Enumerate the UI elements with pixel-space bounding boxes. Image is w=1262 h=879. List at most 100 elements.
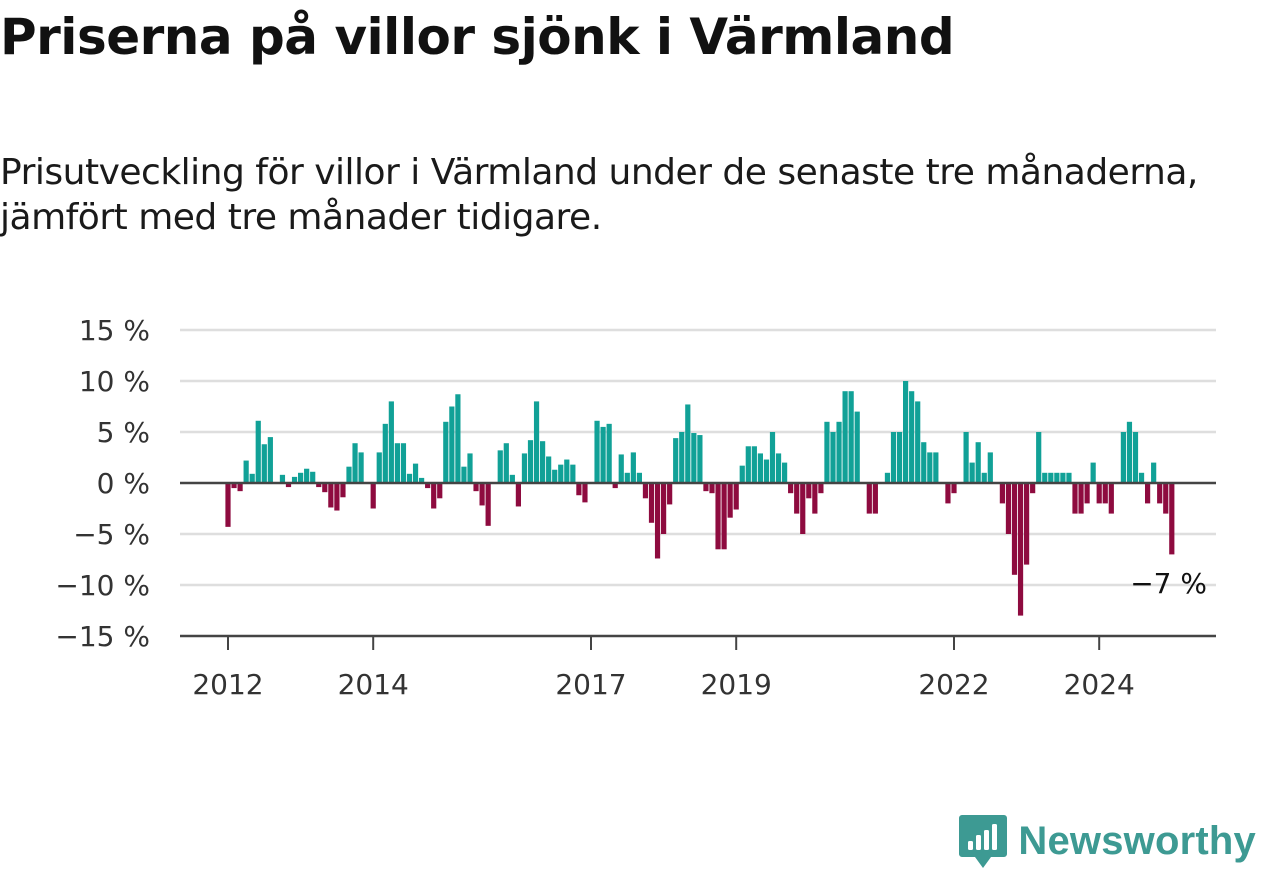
bar — [527, 440, 534, 483]
bar — [400, 443, 407, 483]
bar — [606, 423, 612, 483]
bar — [751, 446, 757, 483]
bar — [618, 454, 624, 483]
bar — [630, 452, 636, 483]
bar — [969, 462, 975, 483]
bar — [727, 483, 733, 518]
bar — [304, 468, 310, 483]
bar — [1151, 462, 1157, 483]
bar — [854, 411, 860, 483]
bar — [1030, 483, 1036, 494]
bar — [1066, 472, 1072, 483]
bar — [346, 466, 352, 483]
bar — [485, 483, 491, 526]
bar — [503, 443, 509, 483]
bar — [624, 472, 630, 483]
x-tick-label: 2019 — [701, 668, 772, 700]
bar — [745, 446, 751, 483]
bar — [679, 432, 685, 483]
y-tick-label: −15 % — [55, 620, 150, 653]
bar — [1048, 472, 1054, 483]
bar — [915, 401, 921, 483]
bar — [648, 483, 655, 523]
chart-title: Priserna på villor sjönk i Värmland — [0, 8, 955, 66]
bar — [1011, 483, 1018, 575]
bar — [533, 401, 540, 483]
bar — [509, 474, 515, 483]
bar — [394, 443, 400, 483]
bar — [1145, 483, 1151, 504]
bar — [576, 483, 582, 496]
bar — [703, 483, 709, 492]
bar — [237, 483, 243, 492]
y-tick-label: 5 % — [97, 416, 150, 449]
bar — [1120, 432, 1126, 483]
bar — [642, 483, 649, 499]
y-tick-label: 15 % — [79, 314, 150, 347]
bar — [1072, 483, 1078, 514]
bar — [570, 464, 576, 483]
bar — [412, 463, 419, 483]
bar — [461, 466, 467, 483]
bar — [933, 452, 939, 483]
bar — [328, 483, 334, 508]
bar — [709, 483, 715, 494]
bar — [310, 471, 316, 483]
bar — [231, 483, 237, 489]
newsworthy-brand: Newsworthy — [958, 811, 1256, 871]
bar — [285, 483, 292, 488]
bar — [243, 460, 249, 483]
bar — [1169, 483, 1175, 555]
x-tick-label: 2014 — [338, 668, 409, 700]
bar — [661, 483, 667, 534]
last-value-label: −7 % — [1130, 567, 1207, 600]
bar — [479, 483, 485, 506]
bar — [1017, 483, 1024, 616]
bar — [612, 483, 618, 489]
bar — [546, 456, 552, 483]
bar — [721, 483, 727, 550]
bar — [473, 483, 479, 492]
bar — [255, 420, 261, 483]
bar — [1157, 483, 1163, 504]
bar — [945, 483, 951, 504]
bar — [582, 483, 588, 503]
bar — [830, 432, 836, 483]
bar — [975, 442, 981, 483]
bar — [667, 483, 673, 505]
bar — [558, 464, 564, 483]
bar — [1102, 483, 1108, 504]
bar — [443, 421, 449, 483]
bar — [763, 459, 770, 483]
bar — [673, 438, 679, 483]
bar — [425, 483, 431, 489]
bar — [1036, 432, 1042, 483]
bar — [963, 432, 969, 483]
bar — [1138, 472, 1145, 483]
bar — [903, 381, 909, 483]
bar — [552, 469, 558, 483]
bar — [437, 483, 443, 499]
y-tick-label: −5 % — [73, 518, 150, 551]
bar — [842, 391, 848, 483]
bar — [352, 443, 358, 483]
x-tick-label: 2022 — [918, 668, 989, 700]
bar — [594, 420, 600, 483]
bar — [987, 452, 993, 483]
bar — [1054, 472, 1060, 483]
bar — [890, 432, 897, 483]
bars — [225, 381, 1175, 616]
bar — [1042, 472, 1048, 483]
bar — [896, 432, 903, 483]
bar — [279, 474, 286, 483]
bar — [951, 483, 957, 494]
bar — [600, 426, 606, 483]
bar — [775, 453, 782, 483]
bar — [806, 483, 812, 499]
bar — [316, 483, 322, 488]
bar — [654, 483, 661, 559]
bar — [497, 450, 503, 483]
bar — [769, 432, 776, 483]
bar — [691, 433, 697, 483]
tick-labels: 15 % 10 % 5 % 0 % −5 % −10 % −15 % 2012 2014 2017… — [55, 314, 1207, 700]
